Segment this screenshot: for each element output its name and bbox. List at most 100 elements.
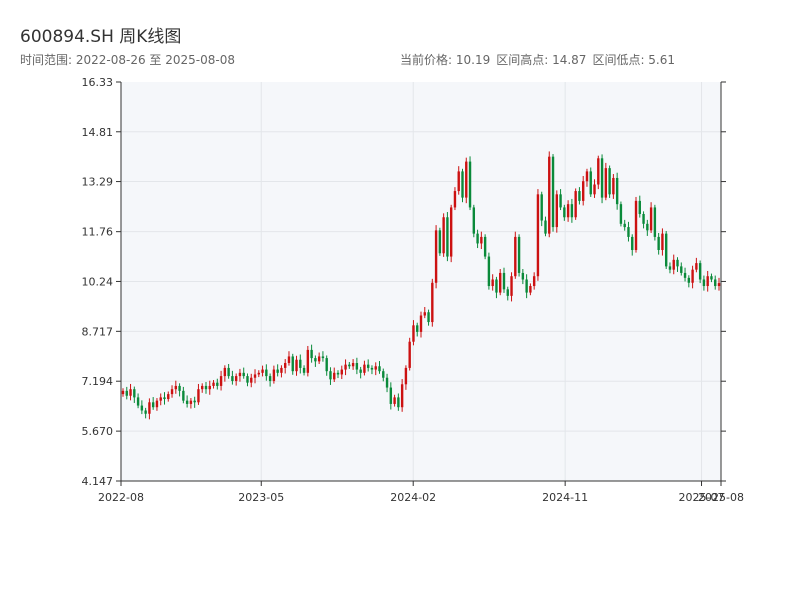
candle-body <box>355 362 359 370</box>
candle-body <box>280 367 283 373</box>
candle-body <box>314 358 317 362</box>
candle-body <box>680 266 683 273</box>
candle-body <box>151 402 155 408</box>
candle-body <box>159 397 162 401</box>
candle-body <box>604 168 608 198</box>
candle-body <box>593 184 596 195</box>
x-tick-label: 2024-11 <box>542 491 588 504</box>
candle-body <box>540 194 543 221</box>
candle-body <box>521 272 525 280</box>
candle-body <box>284 362 287 368</box>
candle-body <box>348 364 351 367</box>
candle-body <box>566 204 570 218</box>
candle-body <box>525 279 528 293</box>
y-tick-label: 7.194 <box>82 375 114 388</box>
candle-body <box>642 213 645 224</box>
candle-body <box>178 385 181 391</box>
candle-body <box>563 207 566 218</box>
candle-body <box>434 230 438 283</box>
candle-body <box>412 325 415 342</box>
y-tick-label: 11.76 <box>82 226 114 239</box>
candle-body <box>299 359 302 368</box>
y-tick-label: 8.717 <box>82 325 114 338</box>
candle-body <box>238 372 242 377</box>
candle-body <box>163 397 166 400</box>
candle-body <box>449 207 453 257</box>
candle-body <box>612 177 615 195</box>
candle-body <box>597 158 600 185</box>
candle-body <box>351 362 355 367</box>
candle-body <box>483 236 487 257</box>
candle-body <box>646 223 649 231</box>
candle-body <box>167 394 170 400</box>
x-tick-label: 2025-07 <box>679 491 725 504</box>
candle-body <box>174 385 178 390</box>
candle-body <box>672 259 675 270</box>
y-tick-label: 5.670 <box>82 425 114 438</box>
y-tick-label: 13.29 <box>82 176 114 189</box>
y-tick-label: 16.33 <box>82 76 114 89</box>
candle-body <box>495 279 498 293</box>
candle-body <box>344 364 347 370</box>
candle-body <box>714 279 717 287</box>
candle-body <box>570 204 574 218</box>
candle-body <box>261 369 264 373</box>
candle-body <box>416 325 419 332</box>
candle-body <box>427 312 430 323</box>
candle-body <box>634 200 638 251</box>
x-tick-label: 2025-08 <box>698 491 744 504</box>
candle-body <box>133 389 136 398</box>
candle-body <box>487 256 491 287</box>
candle-body <box>615 177 619 205</box>
candle-body <box>608 168 611 195</box>
candle-body <box>231 376 234 382</box>
candle-body <box>423 312 426 316</box>
candle-body <box>272 369 276 382</box>
candle-body <box>246 376 249 383</box>
candle-body <box>442 217 445 254</box>
candle-body <box>317 356 321 362</box>
candle-body <box>170 389 174 395</box>
x-tick-label: 2024-02 <box>390 491 436 504</box>
candle-body <box>197 389 200 403</box>
candle-body <box>638 200 641 214</box>
candle-body <box>691 269 694 283</box>
candle-body <box>578 191 581 201</box>
candle-body <box>340 369 343 375</box>
candle-body <box>359 369 362 373</box>
candle-body <box>664 233 668 267</box>
price-summary: 当前价格: 10.19 区间高点: 14.87 区间低点: 5.61 <box>400 51 681 68</box>
candle-body <box>619 204 623 224</box>
candle-body <box>499 272 502 293</box>
candle-body <box>302 367 306 373</box>
candle-body <box>212 382 215 386</box>
candle-body <box>219 376 223 386</box>
candle-body <box>265 369 268 377</box>
candle-body <box>468 161 472 208</box>
candle-body <box>242 372 245 377</box>
candle-body <box>201 385 204 390</box>
candle-body <box>461 171 464 198</box>
candle-body <box>250 377 253 383</box>
candle-body <box>223 367 227 377</box>
candle-body <box>695 263 698 270</box>
candle-body <box>627 227 630 237</box>
candle-body <box>532 276 536 287</box>
candle-body <box>216 382 219 386</box>
candle-body <box>321 356 325 359</box>
y-tick-label: 10.24 <box>82 275 114 288</box>
x-tick-label: 2023-05 <box>238 491 284 504</box>
candle-body <box>287 356 291 363</box>
candle-body <box>431 282 434 323</box>
candle-body <box>182 390 185 401</box>
range-high-text: 区间高点: 14.87 <box>496 53 587 67</box>
candle-body <box>185 400 189 404</box>
candle-body <box>480 236 483 244</box>
current-price-text: 当前价格: 10.19 <box>400 53 491 67</box>
candle-body <box>574 191 577 218</box>
candle-body <box>329 371 332 380</box>
candle-body <box>370 367 374 370</box>
candle-body <box>363 364 366 373</box>
candle-body <box>702 279 706 287</box>
candle-body <box>544 220 547 234</box>
